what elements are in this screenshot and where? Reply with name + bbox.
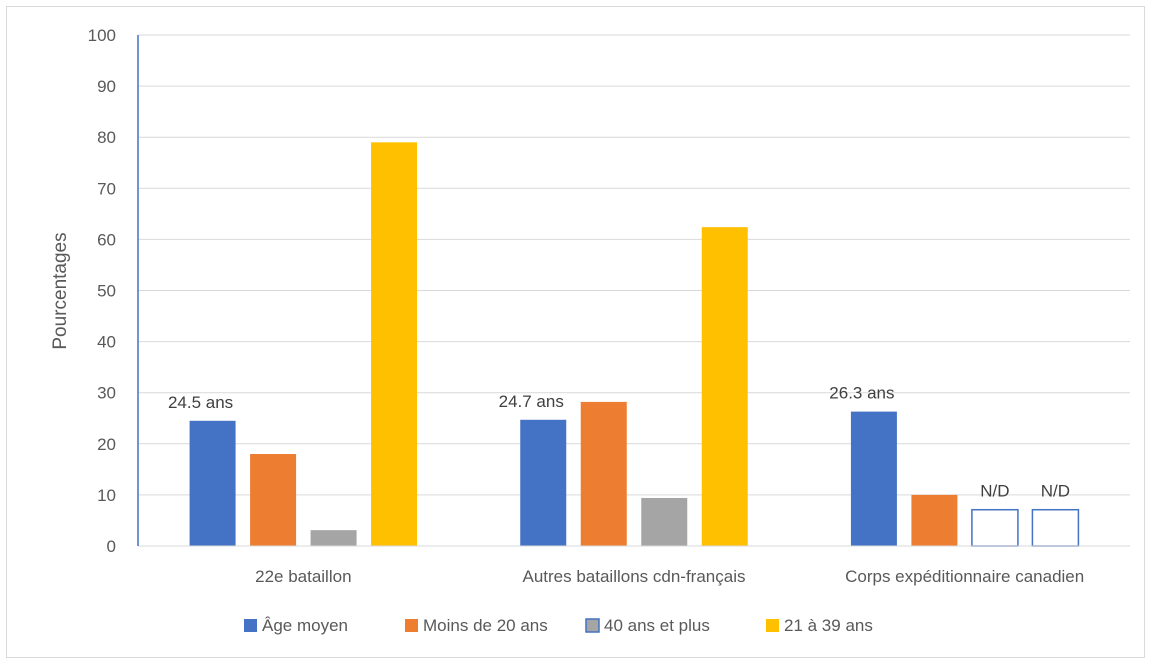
data-label: N/D [980, 482, 1009, 501]
legend-label: Âge moyen [262, 616, 348, 635]
bar [971, 508, 1019, 547]
axes [137, 35, 1130, 547]
legend-marker [244, 619, 257, 632]
x-category-label: 22e bataillon [255, 567, 351, 586]
bar [310, 530, 357, 546]
y-tick-label: 0 [107, 537, 116, 556]
bar [189, 420, 236, 546]
legend-label: 40 ans et plus [604, 616, 710, 635]
y-tick-label: 10 [97, 486, 116, 505]
y-tick-label: 90 [97, 77, 116, 96]
data-labels: 24.5 ans 24.7 ans 26.3 ans N/D N/D [168, 384, 1070, 501]
bar [371, 142, 418, 546]
legend: Âge moyen Moins de 20 ans 40 ans et plus 21… [244, 616, 873, 635]
y-axis-ticks: 0 10 20 30 40 50 60 70 80 90 100 [88, 26, 116, 556]
bar [850, 411, 897, 546]
bar [250, 454, 297, 546]
legend-marker [585, 618, 600, 633]
legend-marker [405, 619, 418, 632]
y-tick-label: 80 [97, 128, 116, 147]
data-label: 24.7 ans [499, 392, 564, 411]
bar [701, 227, 748, 547]
legend-marker [766, 619, 779, 632]
bar [580, 401, 627, 546]
legend-label: Moins de 20 ans [423, 616, 548, 635]
y-axis-label: Pourcentages [50, 232, 71, 349]
chart-frame [6, 6, 1145, 658]
bars [189, 142, 1080, 547]
x-category-label: Corps expéditionnaire canadien [845, 567, 1084, 586]
bar [641, 497, 688, 546]
y-tick-label: 50 [97, 282, 116, 301]
data-label: 24.5 ans [168, 393, 233, 412]
y-tick-label: 30 [97, 384, 116, 403]
y-tick-label: 20 [97, 435, 116, 454]
y-tick-label: 60 [97, 230, 116, 249]
y-tick-label: 40 [97, 333, 116, 352]
x-axis-categories: 22e bataillon Autres bataillons cdn-franç… [255, 567, 1084, 586]
bar [911, 494, 958, 546]
gridlines [138, 34, 1130, 496]
x-category-label: Autres bataillons cdn-français [522, 567, 745, 586]
bar [520, 419, 567, 546]
data-label: 26.3 ans [829, 384, 894, 403]
y-tick-label: 70 [97, 179, 116, 198]
bar [1031, 508, 1080, 547]
data-label: N/D [1041, 482, 1070, 501]
y-tick-label: 100 [88, 26, 116, 45]
legend-label: 21 à 39 ans [784, 616, 873, 635]
